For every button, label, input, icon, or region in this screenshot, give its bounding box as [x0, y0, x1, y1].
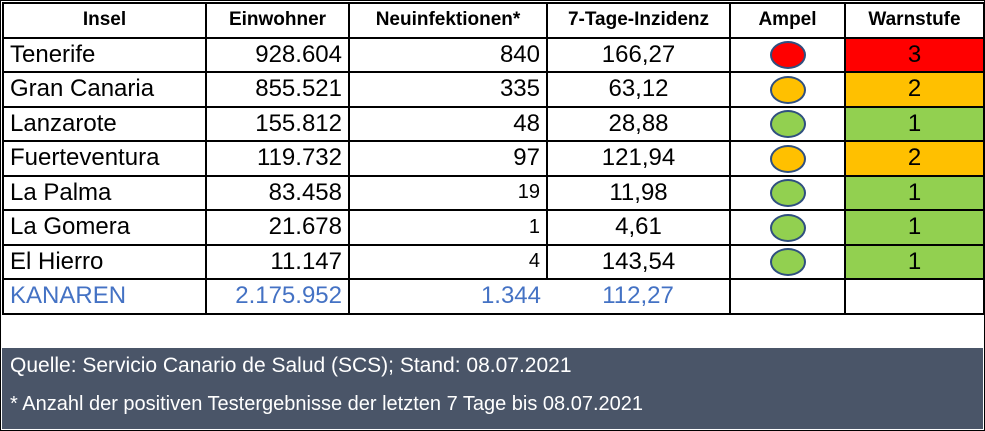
traffic-light-icon — [769, 75, 806, 104]
cell-neuinfektionen: 19 — [348, 174, 548, 211]
total-insel: KANAREN — [2, 278, 207, 315]
cell-warnstufe: 2 — [844, 71, 985, 108]
source-footer: Quelle: Servicio Canario de Salud (SCS);… — [2, 348, 983, 429]
cell-insel: El Hierro — [2, 243, 207, 280]
cell-insel: Lanzarote — [2, 105, 207, 142]
cell-warnstufe: 3 — [844, 36, 985, 73]
covid-table: Insel Einwohner Neuinfektionen* 7-Tage-I… — [2, 2, 985, 315]
cell-insel: Gran Canaria — [2, 71, 207, 108]
total-einwohner: 2.175.952 — [205, 278, 350, 315]
traffic-light-icon — [769, 41, 806, 70]
header-insel: Insel — [2, 2, 207, 39]
cell-neuinfektionen: 1 — [348, 209, 548, 246]
cell-warnstufe: 1 — [844, 174, 985, 211]
table-row: Lanzarote 155.812 48 28,88 1 — [2, 105, 985, 142]
total-ampel-empty — [729, 278, 846, 315]
header-row: Insel Einwohner Neuinfektionen* 7-Tage-I… — [2, 2, 985, 39]
cell-einwohner: 855.521 — [205, 71, 350, 108]
total-neuinfektionen: 1.344 — [348, 278, 547, 315]
traffic-light-icon — [769, 144, 806, 173]
traffic-light-icon — [769, 110, 806, 139]
cell-inzidenz: 143,54 — [546, 243, 731, 280]
cell-ampel — [729, 105, 846, 142]
cell-einwohner: 928.604 — [205, 36, 350, 73]
footnote-text: * Anzahl der positiven Testergebnisse de… — [10, 393, 644, 415]
cell-inzidenz: 166,27 — [546, 36, 731, 73]
cell-einwohner: 155.812 — [205, 105, 350, 142]
cell-ampel — [729, 140, 846, 177]
cell-inzidenz: 11,98 — [546, 174, 731, 211]
cell-einwohner: 11.147 — [205, 243, 350, 280]
header-ampel: Ampel — [729, 2, 846, 39]
cell-neuinfektionen: 335 — [348, 71, 548, 108]
table-row: La Palma 83.458 19 11,98 1 — [2, 174, 985, 211]
cell-neuinfektionen: 97 — [348, 140, 548, 177]
cell-ampel — [729, 174, 846, 211]
cell-ampel — [729, 209, 846, 246]
cell-warnstufe: 1 — [844, 105, 985, 142]
cell-insel: La Gomera — [2, 209, 207, 246]
cell-inzidenz: 63,12 — [546, 71, 731, 108]
cell-inzidenz: 121,94 — [546, 140, 731, 177]
table-row: El Hierro 11.147 4 143,54 1 — [2, 243, 985, 280]
cell-neuinfektionen: 4 — [348, 243, 548, 280]
cell-warnstufe: 1 — [844, 243, 985, 280]
total-warnstufe-empty — [844, 278, 985, 315]
cell-ampel — [729, 36, 846, 73]
total-row: KANAREN 2.175.952 1.344 112,27 — [2, 278, 985, 315]
header-neuinfektionen: Neuinfektionen* — [348, 2, 548, 39]
cell-einwohner: 21.678 — [205, 209, 350, 246]
total-inzidenz: 112,27 — [547, 278, 731, 315]
traffic-light-icon — [769, 179, 806, 208]
traffic-light-icon — [769, 248, 806, 277]
cell-insel: Fuerteventura — [2, 140, 207, 177]
traffic-light-icon — [769, 213, 806, 242]
cell-neuinfektionen: 840 — [348, 36, 548, 73]
cell-inzidenz: 28,88 — [546, 105, 731, 142]
cell-insel: Tenerife — [2, 36, 207, 73]
cell-ampel — [729, 243, 846, 280]
cell-ampel — [729, 71, 846, 108]
cell-warnstufe: 1 — [844, 209, 985, 246]
table-row: La Gomera 21.678 1 4,61 1 — [2, 209, 985, 246]
header-inzidenz: 7-Tage-Inzidenz — [546, 2, 731, 39]
header-einwohner: Einwohner — [205, 2, 350, 39]
cell-warnstufe: 2 — [844, 140, 985, 177]
cell-einwohner: 83.458 — [205, 174, 350, 211]
table-row: Gran Canaria 855.521 335 63,12 2 — [2, 71, 985, 108]
cell-neuinfektionen: 48 — [348, 105, 548, 142]
cell-insel: La Palma — [2, 174, 207, 211]
table-row: Tenerife 928.604 840 166,27 3 — [2, 36, 985, 73]
table-row: Fuerteventura 119.732 97 121,94 2 — [2, 140, 985, 177]
header-warnstufe: Warnstufe — [844, 2, 985, 39]
cell-inzidenz: 4,61 — [546, 209, 731, 246]
source-text: Quelle: Servicio Canario de Salud (SCS);… — [10, 354, 572, 377]
cell-einwohner: 119.732 — [205, 140, 350, 177]
